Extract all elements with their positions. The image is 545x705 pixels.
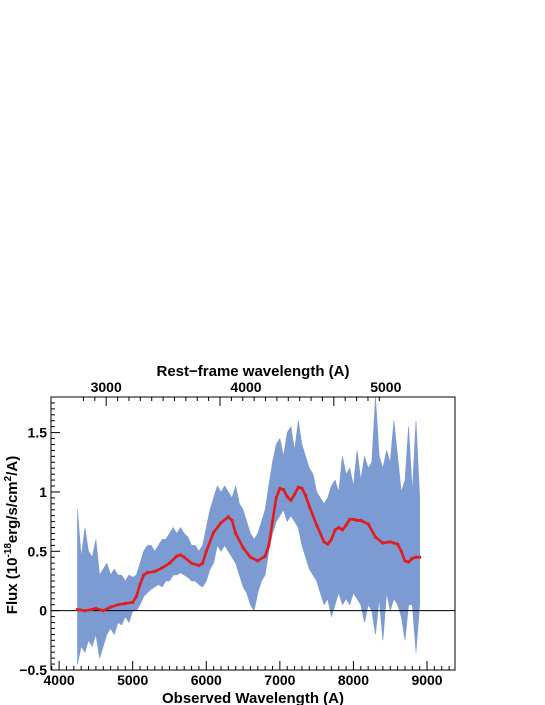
fit-point [359,518,363,523]
fit-point [381,541,385,545]
fit-point [267,543,271,548]
fit-point [285,495,289,499]
x-tick-label: 5000 [117,672,148,688]
fit-point [116,603,120,607]
fit-point [300,486,304,490]
fit-point [256,559,260,563]
fit-point [142,573,146,577]
fit-point [414,555,418,559]
fit-point [337,526,341,530]
fit-point [329,537,333,542]
x-tick-label: 6000 [191,672,222,688]
fit-point [278,486,282,490]
fit-point [219,521,223,525]
observed-spectrum-band-group [77,396,421,665]
fit-point [83,609,87,613]
fit-point [131,600,135,604]
x-tick-label: 4000 [44,672,75,688]
fit-point [101,609,105,613]
fit-point [201,561,205,565]
x-tick-label: 7000 [264,672,295,688]
fit-point [175,554,179,558]
y-tick-label: −0.5 [19,662,47,678]
fit-point [94,606,98,610]
fit-point [263,554,267,558]
fit-point [241,546,245,550]
fit-point [167,561,172,565]
fit-point [366,522,370,526]
y-tick-label: 1 [39,484,47,500]
fit-point [403,559,407,563]
fit-point [230,518,234,523]
y-axis-title-exponent: -18 [3,543,14,558]
fit-point [326,542,330,546]
top-tick-label: 4000 [230,379,261,395]
y-tick-label: 0.5 [28,543,48,559]
fit-point [399,549,403,553]
fit-point [145,571,149,575]
y-tick-label: 1.5 [28,425,48,441]
fit-point [153,569,157,574]
fit-point [344,523,348,527]
fit-point [304,493,308,498]
fit-point [134,594,138,599]
fit-point [315,523,319,527]
fit-point [281,488,286,492]
fit-point [392,541,396,545]
x-tick-label: 8000 [338,672,369,688]
fit-point [138,582,142,587]
fit-point [296,485,300,489]
x-axis-title: Observed Wavelength (A) [162,690,344,705]
fit-point [373,535,378,539]
x-ticks-group: 4000 5000 6000 7000 8000 9000 [44,661,450,688]
y-axis-title-part3: /A) [4,456,21,476]
fit-point [340,528,344,532]
fit-point [212,530,216,534]
fit-point [248,555,252,559]
fit-point [274,496,278,500]
fit-point [322,540,326,544]
fit-point [333,528,337,532]
fit-point [355,518,359,523]
fit-point [407,560,411,564]
fit-point [178,553,183,557]
fit-point [289,498,293,502]
fit-point [234,531,238,536]
y-axis-title-superscript: 2 [3,475,14,481]
y-axis-title-part2: erg/s/cm [4,481,21,543]
fit-point [160,566,164,570]
fit-point [396,542,400,546]
fit-point [182,555,186,559]
y-axis-title-part1: Flux (10 [4,558,21,615]
fit-point [190,561,194,565]
fit-point [109,605,113,609]
observed-spectrum-band [77,396,421,665]
fit-point [293,492,297,496]
x-tick-label: 9000 [411,672,442,688]
fit-point [75,607,80,612]
fit-point [226,515,230,519]
fit-point [270,520,275,524]
fit-point [418,555,422,559]
fit-point [204,549,208,553]
fit-point [90,607,94,612]
smoothed-fit-group [75,485,422,613]
y-ticks-group: −0.5 0 0.5 1 1.5 [19,396,60,678]
fit-point [123,601,127,606]
fit-point [351,517,355,521]
top-axis-title: Rest−frame wavelength (A) [157,363,350,380]
y-axis-title: Flux (10-18erg/s/cm2/A) [3,456,21,614]
fit-point [348,517,352,521]
y-tick-label: 0 [39,603,47,619]
top-tick-label: 5000 [370,379,401,395]
top-tick-label: 3000 [91,379,122,395]
fit-point [388,540,392,544]
fit-point [307,504,311,508]
fit-point [197,563,201,568]
top-axis-ticks-group: 3000 4000 5000 [82,379,402,406]
fit-point [410,556,414,561]
